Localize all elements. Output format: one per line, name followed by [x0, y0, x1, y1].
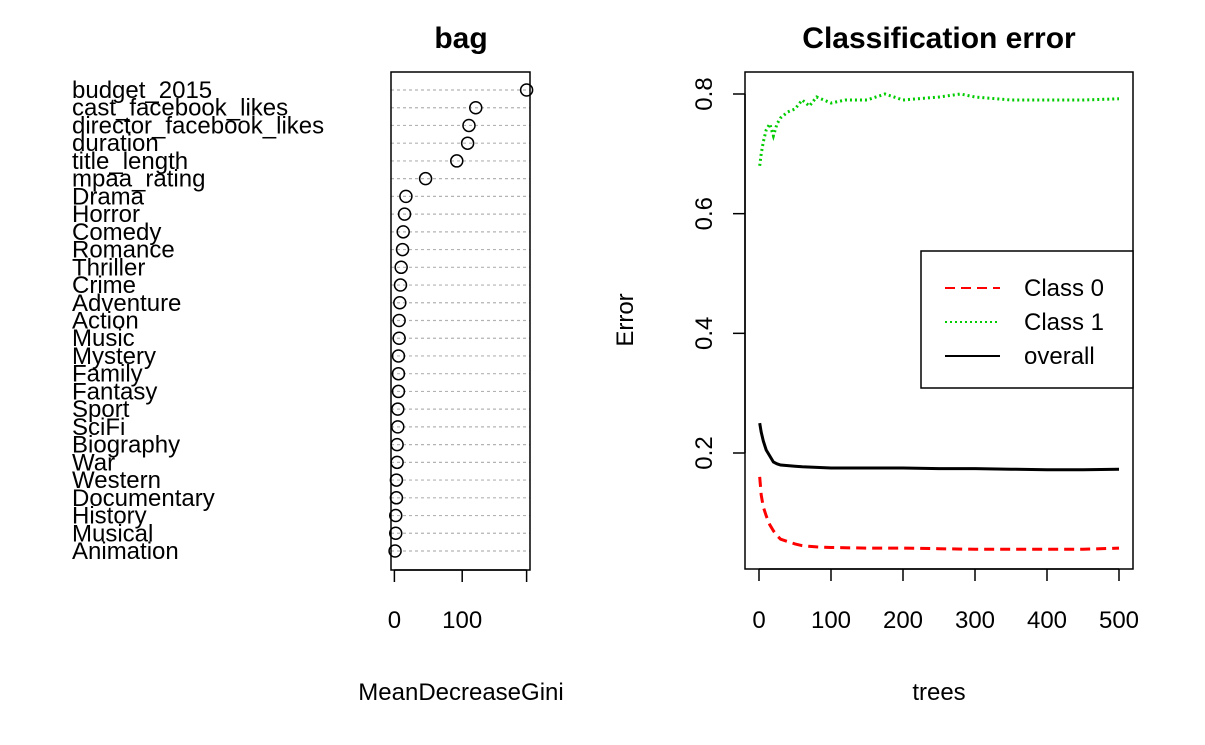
point-drama: [399, 189, 413, 204]
point-animation: [388, 544, 402, 558]
point-history: [388, 508, 403, 523]
point-scifi: [391, 420, 405, 434]
dotchart-x-tick-label: 0: [388, 607, 401, 634]
point-mpaa-rating: [418, 171, 433, 186]
error-chart-x-tick-label: 300: [955, 607, 995, 634]
error-chart-panel: Classification error 0 100 200 300 400 500 0.…: [612, 22, 1139, 706]
series-line-class-1: [758, 92, 1120, 166]
dotchart-gridlines: [391, 89, 530, 552]
category-label-drama: Drama: [72, 183, 145, 210]
point-fantasy: [391, 384, 406, 399]
legend-label-class-0: Class 0: [1024, 275, 1104, 302]
category-label-crime: Crime: [72, 272, 136, 299]
error-chart-x-tick-label: 100: [811, 607, 851, 634]
category-label-comedy: Comedy: [72, 219, 161, 246]
point-comedy: [396, 225, 410, 239]
error-chart-series: [758, 92, 1120, 551]
error-chart-x-tick-label: 0: [752, 607, 765, 634]
point-budget-2015: [519, 83, 534, 97]
point-title-length: [450, 154, 464, 168]
category-label-action: Action: [72, 308, 139, 335]
dotchart-category-labels: budget_2015cast_facebook_likesdirector_f…: [72, 77, 324, 565]
error-chart-x-tick-label: 200: [883, 607, 923, 634]
category-label-family: Family: [72, 361, 143, 388]
category-label-sport: Sport: [72, 396, 130, 423]
category-label-duration: duration: [72, 130, 159, 157]
legend-label-overall: overall: [1024, 343, 1095, 370]
series-line-class-0: [758, 476, 1120, 551]
category-label-scifi: SciFi: [72, 414, 125, 441]
series-line-overall: [758, 422, 1120, 472]
category-label-mpaa-rating: mpaa_rating: [72, 166, 205, 193]
error-chart-y-axis: 0.2 0.4 0.6 0.8: [691, 77, 746, 470]
point-music: [392, 331, 406, 345]
category-label-animation: Animation: [72, 538, 179, 565]
category-label-mystery: Mystery: [72, 343, 156, 370]
dotchart-title: bag: [434, 22, 487, 55]
point-horror: [397, 207, 412, 221]
category-label-documentary: Documentary: [72, 485, 215, 512]
error-chart-y-tick-label: 0.4: [691, 317, 718, 350]
category-label-musical: Musical: [72, 520, 153, 547]
error-chart-y-tick-label: 0.2: [691, 436, 718, 469]
point-duration: [460, 136, 475, 150]
error-chart-x-axis: 0 100 200 300 400 500: [752, 568, 1139, 634]
category-label-title-length: title_length: [72, 148, 188, 175]
category-label-horror: Horror: [72, 201, 140, 228]
error-chart-legend: Class 0 Class 1 overall: [920, 250, 1134, 389]
category-label-fantasy: Fantasy: [72, 378, 157, 405]
error-chart-title: Classification error: [802, 22, 1076, 55]
point-cast-facebook-likes: [469, 100, 483, 115]
point-thriller: [394, 260, 408, 275]
category-label-cast-facebook-likes: cast_facebook_likes: [72, 95, 288, 122]
error-chart-x-axis-title: trees: [912, 679, 965, 706]
error-chart-x-tick-label: 400: [1027, 607, 1067, 634]
category-label-music: Music: [72, 325, 135, 352]
category-label-western: Western: [72, 467, 161, 494]
point-director-facebook-likes: [462, 118, 476, 133]
error-chart-y-axis-title: Error: [612, 293, 639, 346]
legend-label-class-1: Class 1: [1024, 309, 1104, 336]
dotchart-points: [388, 83, 534, 558]
dotchart-panel: bag budget_2015cast_facebook_likesdirect…: [72, 22, 564, 706]
point-adventure: [393, 296, 407, 310]
point-family: [391, 366, 406, 381]
legend-box: [920, 250, 1134, 389]
point-musical: [388, 526, 403, 541]
error-chart-y-tick-label: 0.8: [691, 77, 718, 110]
point-crime: [393, 278, 408, 292]
category-label-adventure: Adventure: [72, 290, 181, 317]
error-chart-x-tick-label: 500: [1099, 607, 1139, 634]
category-label-romance: Romance: [72, 237, 175, 264]
dotchart-x-axis-title: MeanDecreaseGini: [358, 679, 563, 706]
category-label-biography: Biography: [72, 432, 180, 459]
category-label-director-facebook-likes: director_facebook_likes: [72, 112, 324, 139]
category-label-war: War: [72, 449, 115, 476]
point-romance: [395, 242, 410, 257]
dotchart-x-axis: 0 100: [388, 569, 528, 634]
category-label-thriller: Thriller: [72, 254, 145, 281]
category-label-history: History: [72, 503, 147, 530]
point-mystery: [391, 349, 406, 363]
point-sport: [391, 402, 405, 416]
dotchart-x-tick-label: 100: [442, 607, 482, 634]
error-chart-y-tick-label: 0.6: [691, 197, 718, 230]
category-label-budget-2015: budget_2015: [72, 77, 212, 104]
point-action: [392, 313, 406, 328]
